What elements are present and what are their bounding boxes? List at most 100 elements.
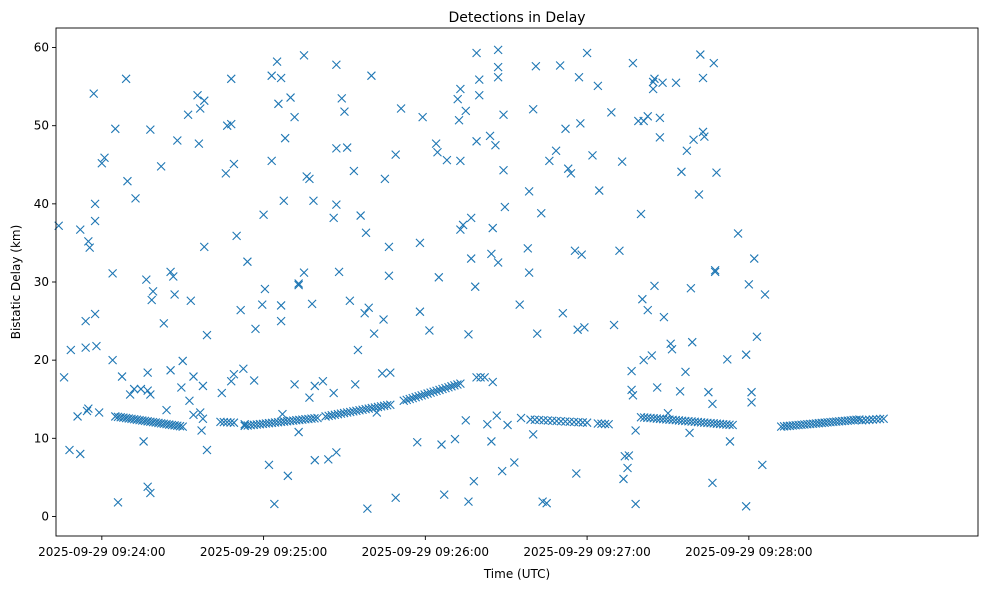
data-point-marker	[294, 427, 304, 437]
data-point-marker	[450, 434, 460, 444]
data-point-marker	[444, 382, 453, 392]
data-point-marker	[725, 420, 734, 430]
data-point-marker	[728, 420, 738, 430]
plot-area	[56, 28, 978, 536]
data-point-marker	[486, 437, 496, 446]
data-point-marker	[294, 280, 304, 290]
data-point-marker	[280, 133, 290, 143]
data-point-marker	[345, 296, 355, 306]
data-point-marker	[433, 147, 442, 157]
data-point-marker	[331, 60, 341, 70]
data-point-marker	[186, 296, 196, 306]
data-point-marker	[458, 220, 468, 230]
data-point-marker	[337, 93, 347, 103]
data-point-marker	[85, 243, 95, 253]
data-point-marker	[65, 445, 74, 455]
y-tick-label: 10	[34, 431, 49, 445]
data-point-marker	[733, 229, 743, 238]
x-axis-label: Time (UTC)	[483, 567, 550, 581]
data-point-marker	[486, 249, 496, 259]
data-point-marker	[185, 396, 194, 406]
data-point-marker	[377, 369, 387, 378]
data-point-marker	[110, 124, 120, 134]
y-tick-label: 20	[34, 353, 49, 367]
data-point-marker	[232, 231, 242, 241]
data-point-marker	[309, 196, 318, 206]
data-point-marker	[260, 284, 270, 294]
data-point-marker	[643, 111, 653, 121]
data-point-marker	[362, 504, 372, 514]
data-point-marker	[437, 440, 446, 449]
data-point-marker	[418, 112, 428, 122]
data-point-marker	[704, 387, 713, 397]
data-point-marker	[226, 74, 236, 84]
data-point-marker	[551, 146, 561, 156]
data-point-marker	[655, 133, 665, 142]
data-point-marker	[499, 110, 508, 120]
data-point-marker	[189, 410, 198, 420]
data-point-marker	[604, 419, 614, 429]
data-point-marker	[582, 418, 592, 428]
data-point-marker	[426, 388, 435, 398]
data-point-marker	[432, 386, 441, 396]
data-point-marker	[334, 267, 344, 277]
data-point-marker	[411, 392, 421, 402]
data-point-marker	[217, 388, 227, 398]
data-point-marker	[323, 455, 333, 464]
data-point-marker	[159, 319, 169, 328]
data-point-marker	[166, 267, 175, 277]
data-point-marker	[178, 356, 188, 366]
data-point-marker	[741, 501, 751, 511]
data-point-marker	[493, 62, 503, 72]
data-point-marker	[145, 390, 155, 399]
data-point-marker	[709, 58, 719, 68]
data-point-marker	[499, 165, 508, 175]
data-point-marker	[453, 94, 463, 104]
data-point-marker	[141, 275, 151, 285]
data-point-marker	[648, 77, 658, 87]
data-point-marker	[597, 419, 606, 429]
data-point-marker	[229, 369, 239, 379]
data-point-marker	[356, 211, 366, 220]
data-point-marker	[757, 460, 767, 470]
data-point-marker	[544, 156, 554, 166]
data-point-marker	[474, 75, 484, 84]
data-point-marker	[276, 301, 286, 310]
data-point-marker	[573, 325, 583, 335]
x-tick-label: 2025-09-29 09:27:00	[523, 545, 650, 559]
data-point-marker	[431, 139, 441, 149]
data-point-marker	[100, 153, 109, 163]
data-point-marker	[299, 50, 309, 60]
data-point-marker	[257, 300, 267, 310]
data-point-marker	[655, 113, 665, 123]
data-point-marker	[694, 190, 704, 199]
y-tick-label: 40	[34, 197, 49, 211]
data-point-marker	[648, 84, 658, 94]
data-point-marker	[353, 345, 363, 355]
data-point-marker	[523, 244, 533, 253]
data-point-marker	[575, 118, 585, 128]
data-point-marker	[708, 399, 717, 409]
data-point-marker	[464, 329, 473, 339]
data-point-marker	[429, 387, 438, 397]
data-point-marker	[198, 381, 208, 391]
y-axis-ticks: 0 10 20 30 40 50 60	[34, 41, 56, 523]
data-point-marker	[488, 377, 498, 387]
data-point-marker	[198, 414, 208, 424]
data-point-marker	[156, 161, 166, 171]
data-point-marker	[216, 417, 225, 427]
data-point-marker	[243, 257, 252, 267]
x-tick-label: 2025-09-29 09:28:00	[685, 545, 812, 559]
data-point-marker	[143, 482, 153, 492]
data-point-marker	[108, 355, 118, 365]
data-point-marker	[199, 242, 209, 252]
data-point-marker	[879, 414, 889, 424]
data-point-marker	[531, 61, 541, 71]
y-tick-label: 50	[34, 119, 49, 133]
data-point-marker	[588, 151, 597, 160]
data-point-marker	[609, 320, 619, 330]
data-point-marker	[455, 84, 465, 94]
data-point-marker	[125, 390, 135, 399]
data-point-marker	[380, 174, 390, 184]
data-point-marker	[725, 437, 735, 446]
